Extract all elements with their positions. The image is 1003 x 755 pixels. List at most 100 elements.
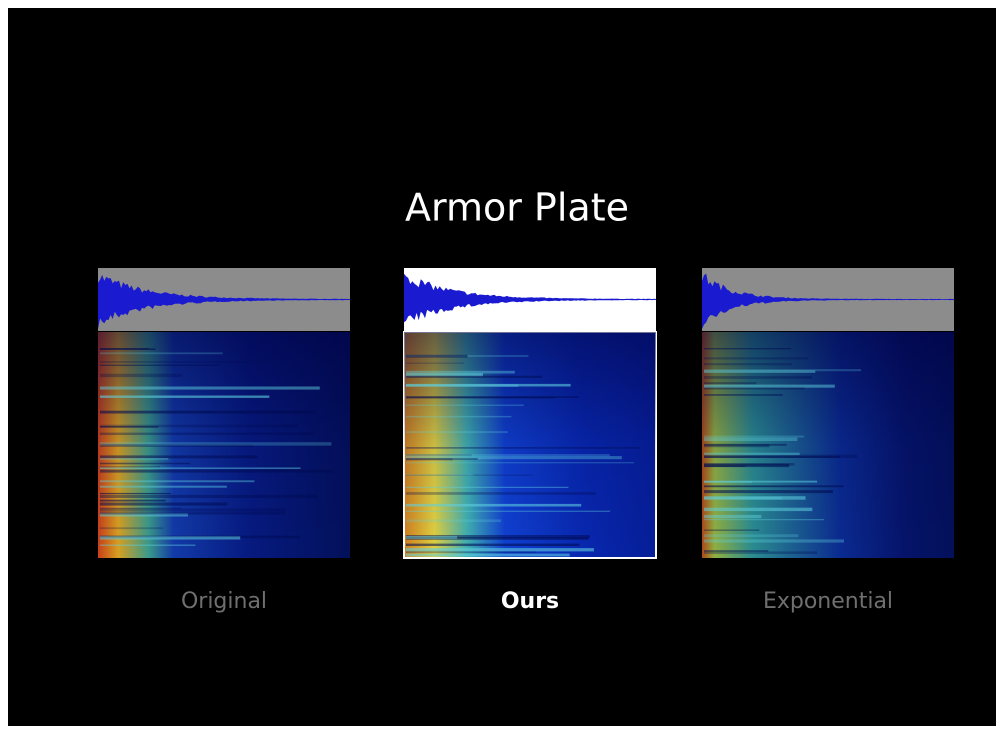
spectrogram-band: [100, 348, 156, 350]
spectrogram-band: [100, 527, 164, 530]
spectrogram-shade: [404, 332, 656, 558]
spectrogram-band: [100, 442, 332, 446]
spectrogram-band: [704, 444, 770, 448]
spectrogram-band: [100, 494, 317, 498]
spectrogram-band: [704, 463, 790, 468]
slide-title: Armor Plate: [405, 186, 629, 230]
spectrogram-band: [100, 443, 254, 447]
spectrogram-band: [100, 373, 183, 378]
spectrogram-band: [704, 384, 835, 388]
spectrogram-band: [100, 386, 320, 390]
spectrogram-band: [100, 348, 149, 350]
spectrogram-band: [406, 486, 569, 488]
spectrogram-band: [704, 550, 769, 552]
spectrogram-band: [406, 457, 478, 460]
spectrogram-band: [704, 534, 799, 538]
spectrogram-band: [100, 432, 315, 435]
spectrogram-band: [100, 352, 223, 355]
spectrogram-band: [406, 404, 524, 406]
spectrogram-band: [100, 492, 171, 495]
spectrogram-band: [704, 357, 809, 360]
spectrogram-band: [100, 426, 159, 428]
spectrogram-band: [406, 548, 594, 552]
spectrogram-band: [704, 363, 793, 366]
waveform: [702, 273, 954, 329]
spectrogram-shade: [98, 332, 350, 558]
spectrogram-band: [704, 452, 800, 456]
spectrogram-band: [100, 364, 220, 366]
spectrogram-band: [100, 410, 317, 414]
spectrogram-band: [406, 370, 515, 374]
spectrogram-band: [406, 510, 611, 512]
spectrogram-band: [406, 373, 483, 377]
spectrogram-band: [406, 362, 464, 364]
spectrogram-band: [406, 383, 571, 387]
panel: Original: [98, 268, 350, 614]
spectrogram-band: [704, 382, 757, 385]
waveform: [98, 274, 350, 329]
spectrogram-band: [406, 543, 580, 546]
spectrogram-band: [100, 544, 196, 546]
spectrogram-band: [406, 474, 474, 476]
spectrogram-band: [100, 455, 258, 459]
spectrogram-band: [100, 499, 166, 502]
spectrogram-band: [704, 369, 862, 372]
spectrogram-band: [704, 455, 841, 458]
spectrogram-band: [406, 553, 570, 557]
spectrogram-band: [406, 355, 529, 357]
spectrogram-band: [406, 454, 472, 457]
spectrogram-band: [100, 458, 169, 460]
spectrogram-band: [704, 485, 844, 488]
spectrogram-band: [100, 462, 191, 465]
spectrogram-band: [100, 485, 227, 488]
spectrogram-band: [406, 454, 610, 457]
spectrogram-band: [704, 514, 762, 519]
spectrogram-band: [704, 386, 805, 390]
spectrogram-band: [704, 454, 858, 458]
spectrogram-band: [406, 535, 590, 539]
panel-label: Exponential: [763, 589, 893, 614]
spectrogram-band: [406, 519, 501, 523]
spectrogram-band: [406, 462, 635, 464]
spectrogram-band: [100, 469, 333, 473]
spectrogram-band: [704, 465, 746, 467]
spectrogram-band: [100, 513, 188, 517]
spectrogram-band: [704, 443, 787, 446]
spectrogram-band: [100, 361, 266, 363]
spectrogram-band: [406, 537, 589, 540]
spectrogram-band: [704, 348, 792, 350]
spectrogram-band: [704, 551, 817, 554]
spectrogram-band: [100, 466, 161, 468]
spectrogram-band: [100, 467, 301, 469]
spectrogram-band: [406, 447, 641, 449]
spectrogram-band: [406, 354, 468, 358]
spectrogram-band: [100, 512, 286, 515]
panel-label: Ours: [501, 589, 559, 614]
spectrogram-band: [406, 550, 536, 554]
spectrogram-band: [704, 496, 806, 500]
panels: Original Ours Exponential: [98, 268, 954, 614]
spectrogram-band: [704, 435, 804, 438]
spectrogram-band: [406, 492, 597, 495]
waveform: [404, 273, 656, 323]
spectrogram-band: [704, 490, 833, 494]
spectrogram-band: [406, 375, 543, 378]
panel: Exponential: [702, 268, 954, 614]
spectrogram-band: [406, 536, 458, 539]
spectrogram-shade: [702, 332, 954, 558]
spectrogram-band: [406, 415, 512, 418]
spectrogram-band: [406, 396, 579, 398]
spectrogram-band: [406, 456, 622, 460]
spectrogram-band: [704, 376, 812, 379]
spectrogram-band: [100, 502, 228, 506]
spectrogram-band: [406, 431, 508, 434]
spectrogram-band: [704, 529, 760, 531]
spectrogram-band: [100, 480, 255, 483]
spectrogram-band: [704, 437, 798, 441]
panel: Ours: [403, 268, 657, 614]
panel-label: Original: [181, 589, 267, 614]
spectrogram-band: [100, 508, 286, 512]
spectrogram-band: [704, 480, 818, 483]
